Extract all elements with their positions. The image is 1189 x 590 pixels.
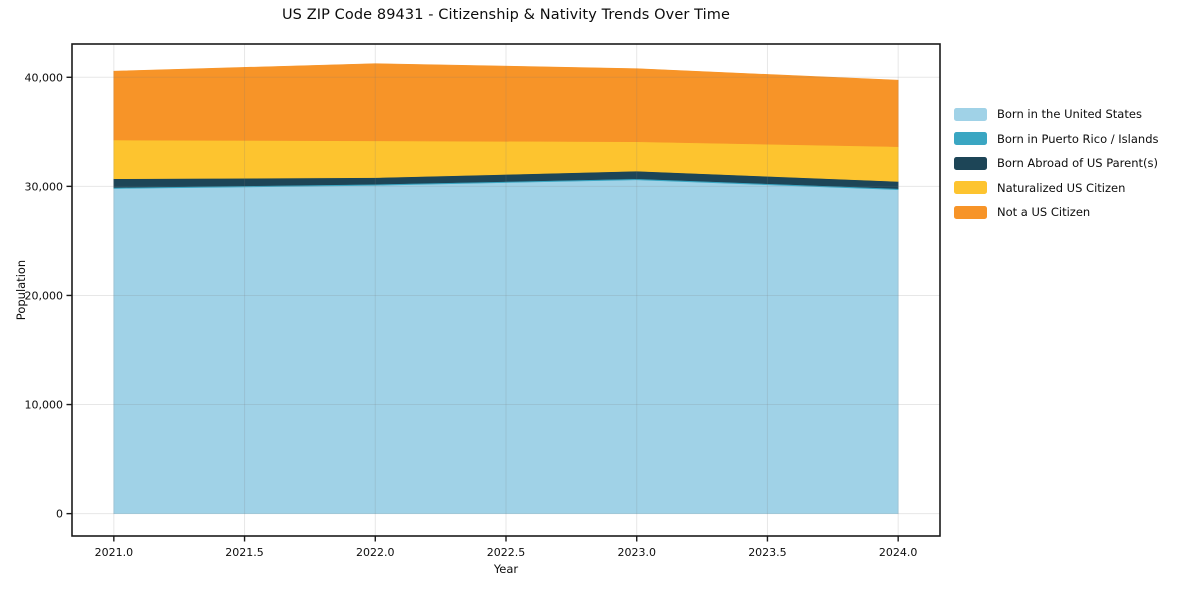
x-tick-label: 2024.0: [879, 546, 918, 559]
x-tick-label: 2022.0: [356, 546, 395, 559]
legend-item-not-a-us-citizen: Not a US Citizen: [954, 205, 1159, 219]
x-tick-label: 2021.5: [225, 546, 264, 559]
legend-swatch-born-in-the-united-states: [954, 107, 987, 121]
legend-label: Naturalized US Citizen: [997, 180, 1126, 195]
x-tick-label: 2023.5: [748, 546, 787, 559]
legend-label: Born in Puerto Rico / Islands: [997, 131, 1159, 146]
legend-swatch-not-a-us-citizen: [954, 205, 987, 219]
legend-swatch-naturalized-us-citizen: [954, 181, 987, 194]
legend-label: Born in the United States: [997, 107, 1142, 121]
y-tick-label: 0: [56, 508, 63, 521]
legend: Born in the United States Born in Puerto …: [954, 107, 1159, 219]
legend-swatch-born-abroad-of-us-parent-s: [954, 156, 987, 170]
x-axis-label: Year: [493, 562, 519, 576]
legend-item-born-in-the-united-states: Born in the United States: [954, 107, 1159, 121]
chart-title: US ZIP Code 89431 - Citizenship & Nativi…: [281, 7, 731, 23]
y-tick-label: 10,000: [25, 399, 64, 412]
y-tick-label: 40,000: [25, 71, 64, 84]
legend-label: Born Abroad of US Parent(s): [997, 156, 1158, 170]
x-tick-label: 2022.5: [487, 546, 526, 559]
x-tick-label: 2021.0: [95, 546, 134, 559]
legend-label: Not a US Citizen: [997, 205, 1091, 219]
legend-item-born-in-puerto-rico-islands: Born in Puerto Rico / Islands: [954, 132, 1159, 146]
x-tick-label: 2023.0: [617, 546, 656, 559]
y-axis-label: Population: [14, 259, 28, 321]
y-tick-label: 20,000: [25, 289, 64, 302]
legend-item-naturalized-us-citizen: Naturalized US Citizen: [954, 181, 1159, 195]
legend-swatch-born-in-puerto-rico-islands: [954, 132, 987, 145]
legend-item-born-abroad-of-us-parent-s: Born Abroad of US Parent(s): [954, 156, 1159, 170]
area-band-not-a-us-citizen: [113, 63, 899, 147]
y-tick-label: 30,000: [25, 180, 64, 193]
